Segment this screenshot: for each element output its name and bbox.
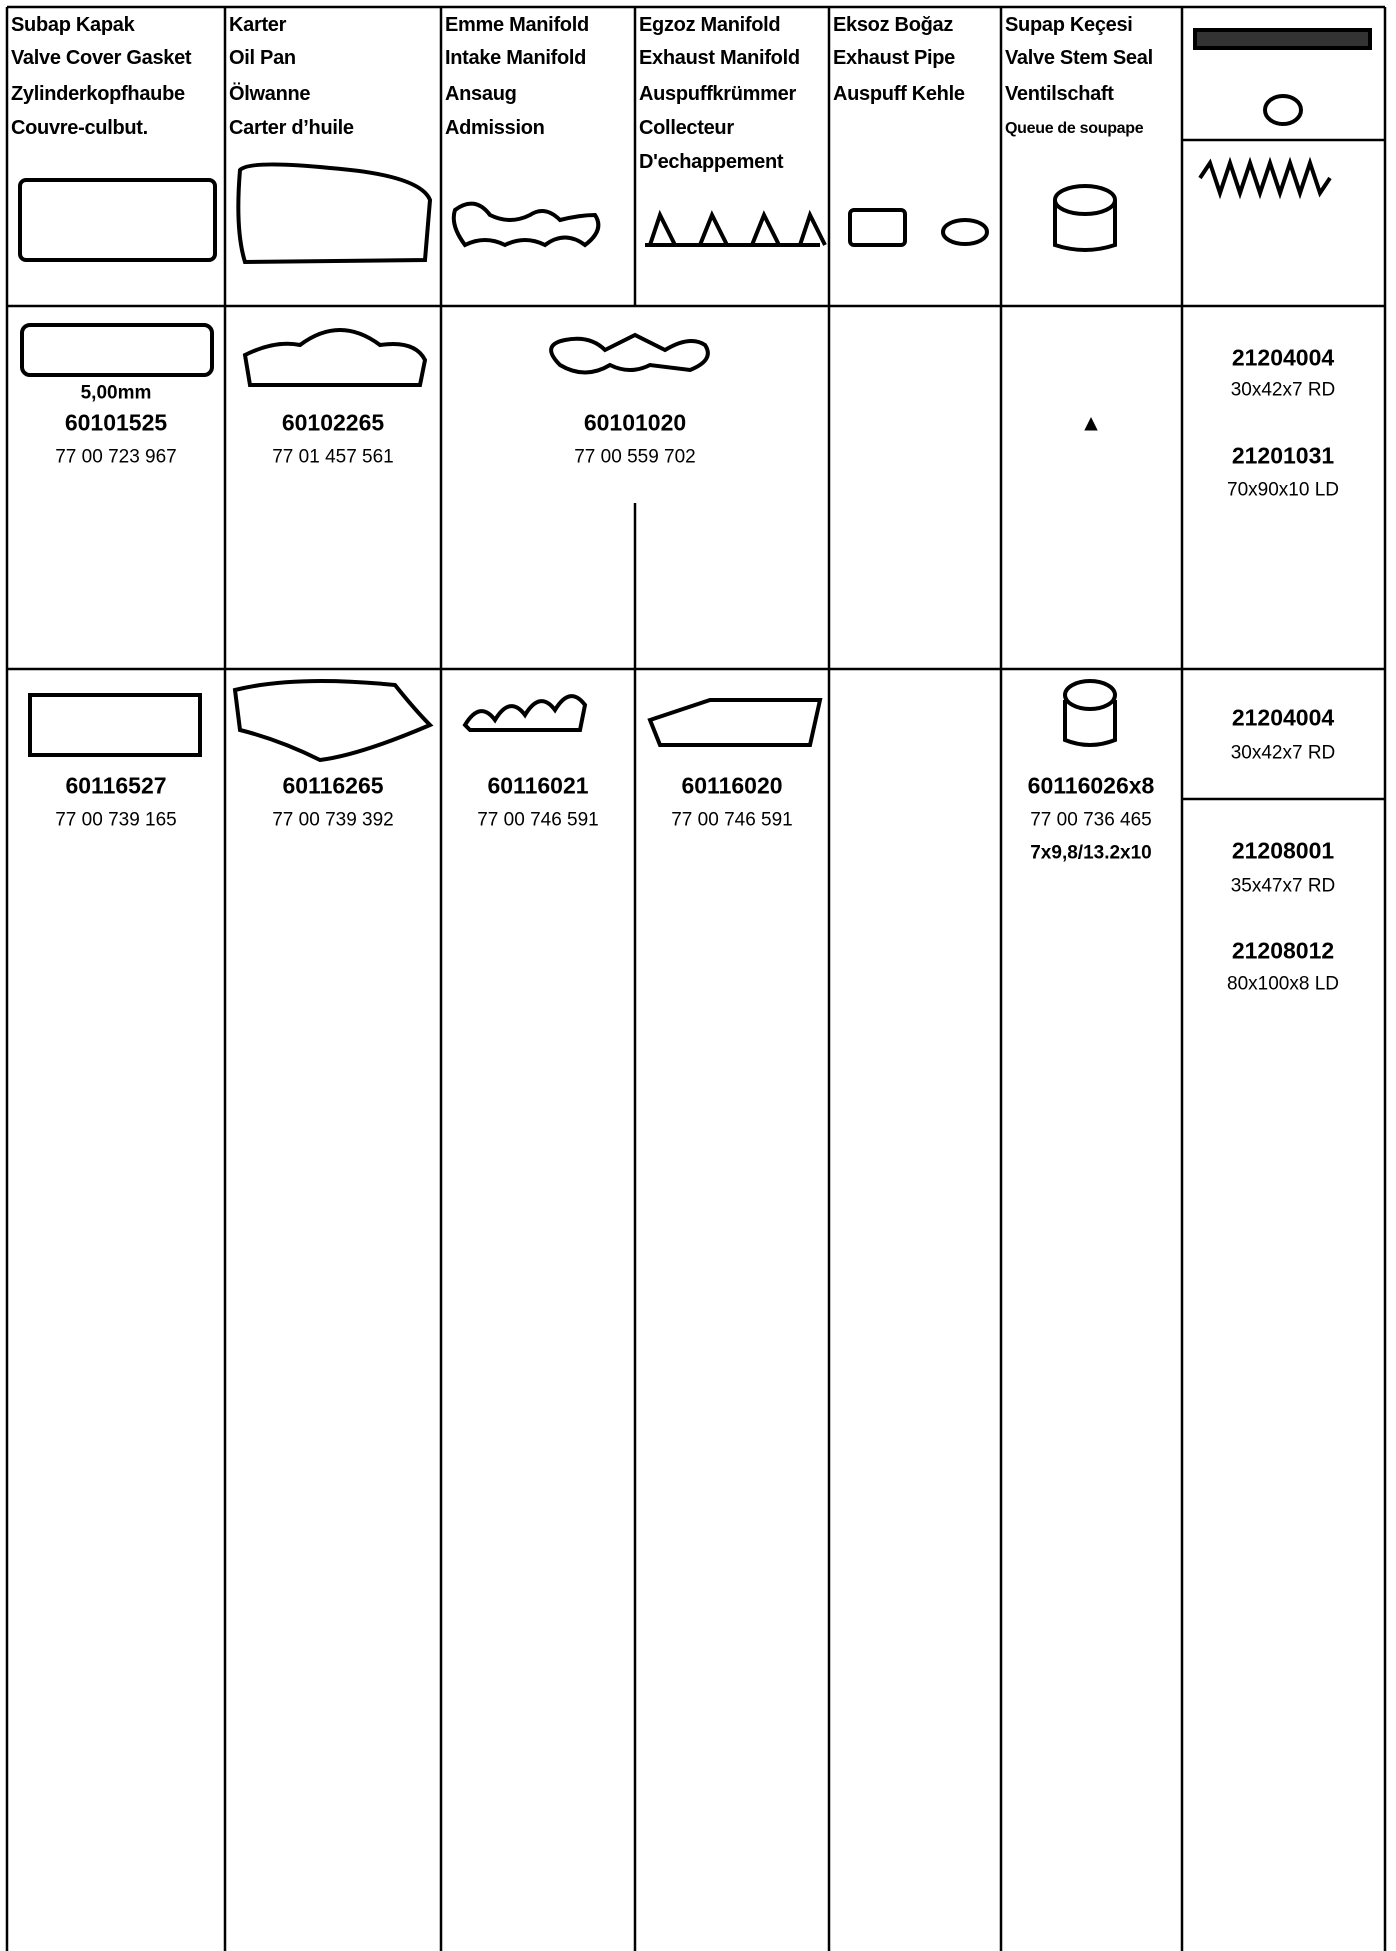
header-text: Admission: [445, 117, 545, 139]
header-text: Ansaug: [445, 83, 517, 105]
seal-part: 21204004: [1231, 344, 1335, 371]
header-text: Ölwanne: [229, 83, 311, 105]
part-number: 60116021: [487, 772, 589, 799]
part-number: 60101020: [583, 409, 687, 436]
seal-size: 80x100x8 LD: [1227, 973, 1339, 995]
header-text: Exhaust Pipe: [833, 47, 955, 69]
part-number: 60116265: [282, 772, 384, 799]
oem-ref: 77 01 457 561: [272, 446, 394, 468]
oem-ref: 77 00 739 165: [55, 809, 177, 831]
oem-ref: 77 00 736 465: [1030, 809, 1152, 831]
header-text: Supap Keçesi: [1005, 14, 1133, 36]
header-text: Carter d’huile: [229, 117, 354, 139]
header-text: Valve Cover Gasket: [11, 47, 192, 69]
header-text: Zylinderkopfhaube: [11, 83, 185, 105]
seal-part: 21208001: [1231, 837, 1335, 864]
oem-ref: 77 00 739 392: [272, 809, 394, 831]
seal-size: 30x42x7 RD: [1230, 742, 1336, 764]
header-text: Eksoz Boğaz: [833, 14, 954, 36]
header-text: Exhaust Manifold: [639, 47, 800, 69]
seal-size: 35x47x7 RD: [1230, 875, 1336, 897]
marker: ▲: [1079, 409, 1103, 436]
seal-size: 30x42x7 RD: [1230, 379, 1336, 401]
part-number: 60116026x8: [1027, 772, 1155, 799]
thickness: 5,00mm: [80, 382, 152, 404]
part-number: 60102265: [281, 409, 385, 436]
header-text: Karter: [229, 14, 287, 36]
header-text: Subap Kapak: [11, 14, 135, 36]
oem-ref: 77 00 723 967: [55, 446, 177, 468]
header-text: Auspuff Kehle: [833, 83, 965, 105]
seal-part: 21201031: [1231, 442, 1335, 469]
header-text: Intake Manifold: [445, 47, 587, 69]
dimensions: 7x9,8/13.2x10: [1030, 842, 1152, 864]
header-text: Queue de soupape: [1005, 120, 1144, 137]
header-text: Valve Stem Seal: [1005, 47, 1153, 69]
header-text: Egzoz Manifold: [639, 14, 781, 36]
part-number: 60101525: [64, 409, 168, 436]
seal-part: 21204004: [1231, 704, 1335, 731]
seal-size: 70x90x10 LD: [1227, 479, 1339, 501]
header-text: Emme Manifold: [445, 14, 589, 36]
oem-ref: 77 00 746 591: [477, 809, 599, 831]
header-text: Oil Pan: [229, 47, 296, 69]
header-text: D'echappement: [639, 151, 784, 173]
header-text: Ventilschaft: [1005, 83, 1114, 105]
header-text: Collecteur: [639, 117, 734, 139]
header-text: Couvre-culbut.: [11, 117, 148, 139]
seal-part: 21208012: [1231, 937, 1335, 964]
part-number: 60116527: [65, 772, 167, 799]
header-text: Auspuffkrümmer: [639, 83, 796, 105]
oem-ref: 77 00 559 702: [574, 446, 696, 468]
part-number: 60116020: [681, 772, 783, 799]
oem-ref: 77 00 746 591: [671, 809, 793, 831]
